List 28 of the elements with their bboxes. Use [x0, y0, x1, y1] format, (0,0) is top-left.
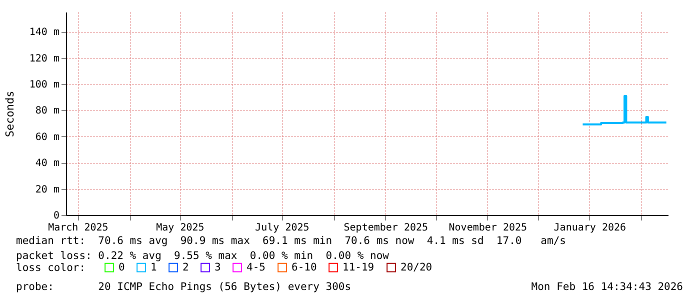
legend-label: 11-19 [342, 262, 374, 274]
y-tick-label: 80 m [35, 106, 60, 117]
y-axis-title: Seconds [3, 90, 16, 138]
x-tick-label: September 2025 [344, 222, 428, 234]
legend-label: 6-10 [292, 262, 317, 274]
legend-label: 4-5 [246, 262, 266, 274]
y-tick-label: 100 m [29, 80, 60, 91]
y-tick-label: 140 m [29, 27, 60, 38]
x-tick-label: November 2025 [448, 222, 528, 234]
x-tick-label: January 2026 [554, 222, 626, 234]
text: probe: 20 ICMP Echo Pings (56 Bytes) every 300s [16, 281, 352, 293]
text: median rtt: 70.6 ms avg 90.9 ms max 69.1 ms min 70.6 ms now 4.1 ms sd 17.0 am/s [16, 235, 566, 247]
legend-label: 20/20 [400, 262, 432, 274]
x-tick-label: May 2025 [156, 222, 204, 234]
y-tick-label: 20 m [35, 184, 60, 196]
text: Mon Feb 16 14:34:43 2026 [531, 281, 683, 293]
legend-label: 2 [182, 262, 189, 274]
y-tick-label: 120 m [29, 53, 60, 64]
legend-title: loss color: [16, 262, 86, 274]
legend-label: 0 [118, 262, 125, 274]
legend-label: 3 [214, 262, 221, 274]
x-tick-label: March 2025 [48, 222, 108, 234]
x-tick-label: July 2025 [255, 222, 310, 234]
text: packet loss: 0.22 % avg 9.55 % max 0.00 % min 0.00 % now [16, 250, 390, 262]
y-tick-label: 40 m [35, 158, 60, 170]
y-tick-label: 0 [53, 210, 60, 222]
y-tick-label: 60 m [35, 132, 60, 143]
legend-label: 1 [150, 262, 157, 274]
